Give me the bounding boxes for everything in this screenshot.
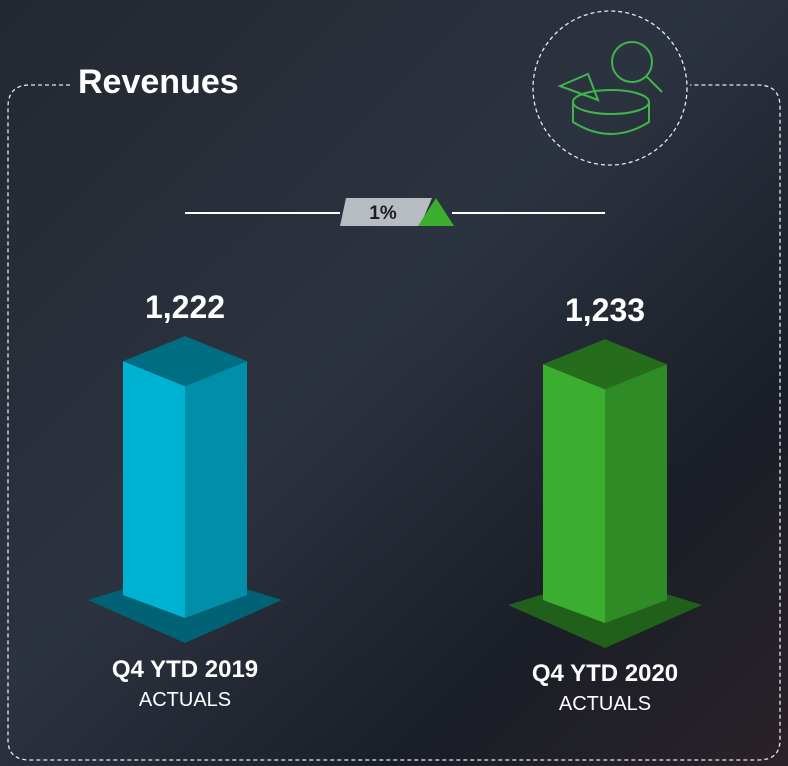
chart-title: Revenues	[78, 63, 239, 101]
bar-front	[543, 364, 605, 623]
frame	[7, 84, 781, 761]
value-label: 1,222	[145, 289, 225, 325]
bar-top	[543, 339, 667, 390]
bar-top	[123, 336, 247, 387]
bar-front	[123, 361, 185, 618]
value-label: 1,233	[565, 292, 645, 328]
sub-label: ACTUALS	[139, 689, 231, 711]
sub-label: ACTUALS	[559, 693, 651, 715]
up-arrow	[418, 198, 454, 226]
icon	[532, 10, 688, 166]
category-label: Q4 YTD 2019	[112, 656, 258, 683]
bar-side	[605, 364, 667, 623]
bar	[543, 339, 667, 623]
change-label: 1%	[369, 203, 397, 224]
change-badge	[340, 198, 432, 226]
bar	[123, 336, 247, 618]
category-label: Q4 YTD 2020	[532, 660, 678, 687]
bar-side	[185, 361, 247, 618]
